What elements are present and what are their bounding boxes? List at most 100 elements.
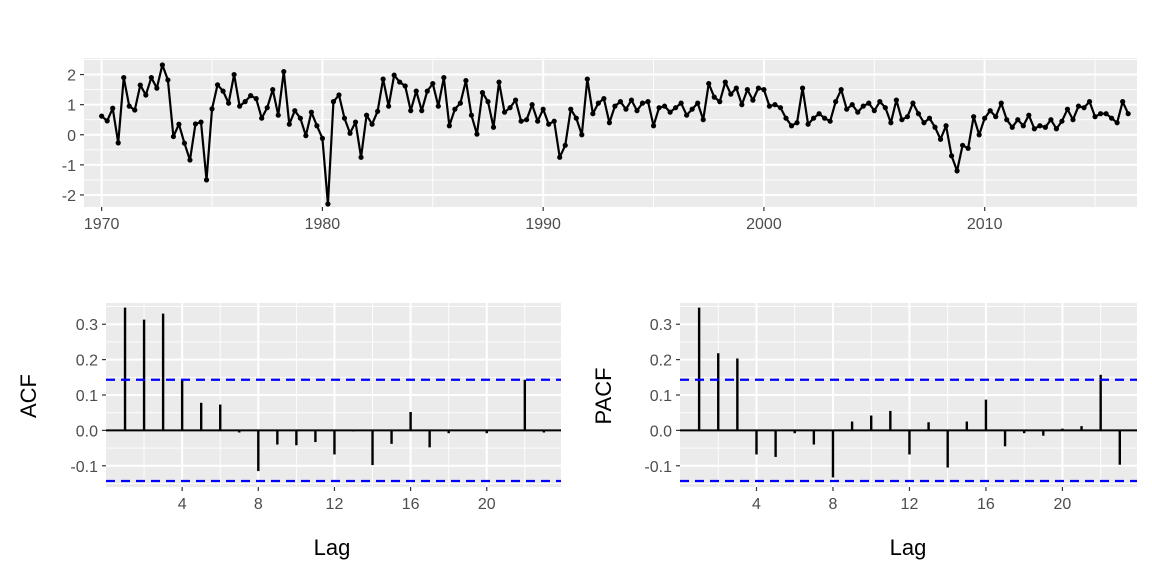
time-series-point xyxy=(678,100,684,106)
acf-y-tick-label: 0.3 xyxy=(76,317,98,334)
acf-data xyxy=(106,307,561,483)
time-series-point xyxy=(628,97,635,103)
acf-x-tick-label: 20 xyxy=(478,496,496,513)
time-series-point xyxy=(148,74,154,81)
time-series-point xyxy=(259,115,265,121)
time-series-background xyxy=(84,58,1137,207)
time-series-point xyxy=(689,106,695,112)
time-series-point xyxy=(275,112,281,118)
time-series-point xyxy=(982,115,988,121)
time-series-point xyxy=(181,140,188,146)
time-series-point xyxy=(838,87,844,93)
time-series-point xyxy=(413,88,419,94)
pacf-y-tick-label: 0.2 xyxy=(650,353,672,370)
time-series-point xyxy=(330,99,337,105)
time-series-point xyxy=(1092,114,1098,120)
time-series-point xyxy=(855,109,861,115)
time-series-point xyxy=(910,100,916,106)
time-series-point xyxy=(209,106,215,112)
time-series-point xyxy=(645,99,651,105)
time-series-point xyxy=(220,88,226,94)
time-series-point xyxy=(623,106,629,112)
pacf-x-tick-label: 8 xyxy=(829,496,838,513)
time-series-point xyxy=(253,96,259,102)
acf-x-tick-label: 12 xyxy=(326,496,344,513)
time-series-point xyxy=(231,71,237,78)
time-series-point xyxy=(192,121,199,127)
time-series-point xyxy=(452,106,458,112)
time-series-point xyxy=(121,74,127,81)
time-series-point xyxy=(391,72,397,78)
time-series-point xyxy=(695,100,701,106)
time-series-point xyxy=(965,145,971,151)
time-series-point xyxy=(617,99,624,105)
time-series-point xyxy=(893,97,899,103)
time-series-point xyxy=(270,87,276,93)
time-series-point xyxy=(1120,99,1126,105)
time-series-point xyxy=(634,108,640,114)
time-series-point xyxy=(744,87,750,93)
time-series-point xyxy=(844,106,850,112)
time-series-point xyxy=(1097,111,1104,117)
time-series-point xyxy=(551,118,557,124)
time-series-point xyxy=(424,88,430,94)
time-series-point xyxy=(1081,105,1087,111)
acf-y-axis-title: ACF xyxy=(16,374,41,418)
time-series-point xyxy=(281,68,287,75)
time-series-point xyxy=(573,115,579,121)
time-series-point xyxy=(849,102,855,108)
time-series-point xyxy=(132,107,138,113)
time-series-point xyxy=(579,132,585,138)
time-series-point xyxy=(457,100,463,106)
time-series-point xyxy=(264,105,270,111)
time-series-point xyxy=(126,103,132,109)
time-series-point xyxy=(899,117,905,123)
time-series-point xyxy=(435,103,441,109)
time-series-point xyxy=(546,121,552,127)
time-series-point xyxy=(297,115,303,121)
ts-y-tick-label: 1 xyxy=(67,98,76,115)
time-series-point xyxy=(816,111,822,117)
time-series-point xyxy=(358,154,364,160)
time-series-point xyxy=(380,76,386,82)
time-series-point xyxy=(1015,117,1021,123)
time-series-point xyxy=(915,111,922,117)
pacf-x-tick-label: 12 xyxy=(901,496,919,513)
pacf-x-axis-title: Lag xyxy=(890,535,927,560)
time-series-point xyxy=(402,83,408,89)
ts-x-tick-label: 1990 xyxy=(525,216,561,233)
ts-x-tick-label: 1980 xyxy=(305,216,341,233)
time-series-point xyxy=(535,118,541,124)
time-series-point xyxy=(363,112,370,118)
time-series-point xyxy=(788,123,795,129)
time-series-point xyxy=(656,105,662,111)
ts-x-tick-label: 2010 xyxy=(967,216,1003,233)
time-series-point xyxy=(739,102,745,108)
time-series-point xyxy=(408,108,414,114)
time-series-y-tick-labels: -2 -1 0 1 2 xyxy=(62,68,84,205)
time-series-point xyxy=(794,120,800,126)
time-series-point xyxy=(501,109,508,115)
time-series-point xyxy=(761,87,767,93)
pacf-y-tick-label: 0.0 xyxy=(650,423,672,440)
time-series-point xyxy=(755,85,762,91)
time-series-point xyxy=(286,121,292,127)
time-series-point xyxy=(308,109,314,115)
acf-y-tick-label: -0.1 xyxy=(70,459,98,476)
time-series-point xyxy=(877,99,883,105)
time-series-point xyxy=(700,117,706,123)
pacf-y-tick-label: 0.3 xyxy=(650,317,672,334)
time-series-point xyxy=(1031,126,1037,132)
time-series-point xyxy=(1009,124,1015,130)
time-series-point xyxy=(866,100,872,106)
time-series-point xyxy=(99,113,105,119)
time-series-point xyxy=(104,118,110,124)
time-series-point xyxy=(1086,99,1093,105)
time-series-point xyxy=(706,80,712,87)
time-series-point xyxy=(1020,123,1026,129)
acf-y-tick-label: 0.1 xyxy=(76,388,98,405)
acf-x-tick-label: 8 xyxy=(254,496,263,513)
ts-x-tick-label: 2000 xyxy=(746,216,782,233)
time-series-point xyxy=(319,135,326,141)
time-series-point xyxy=(170,133,177,140)
